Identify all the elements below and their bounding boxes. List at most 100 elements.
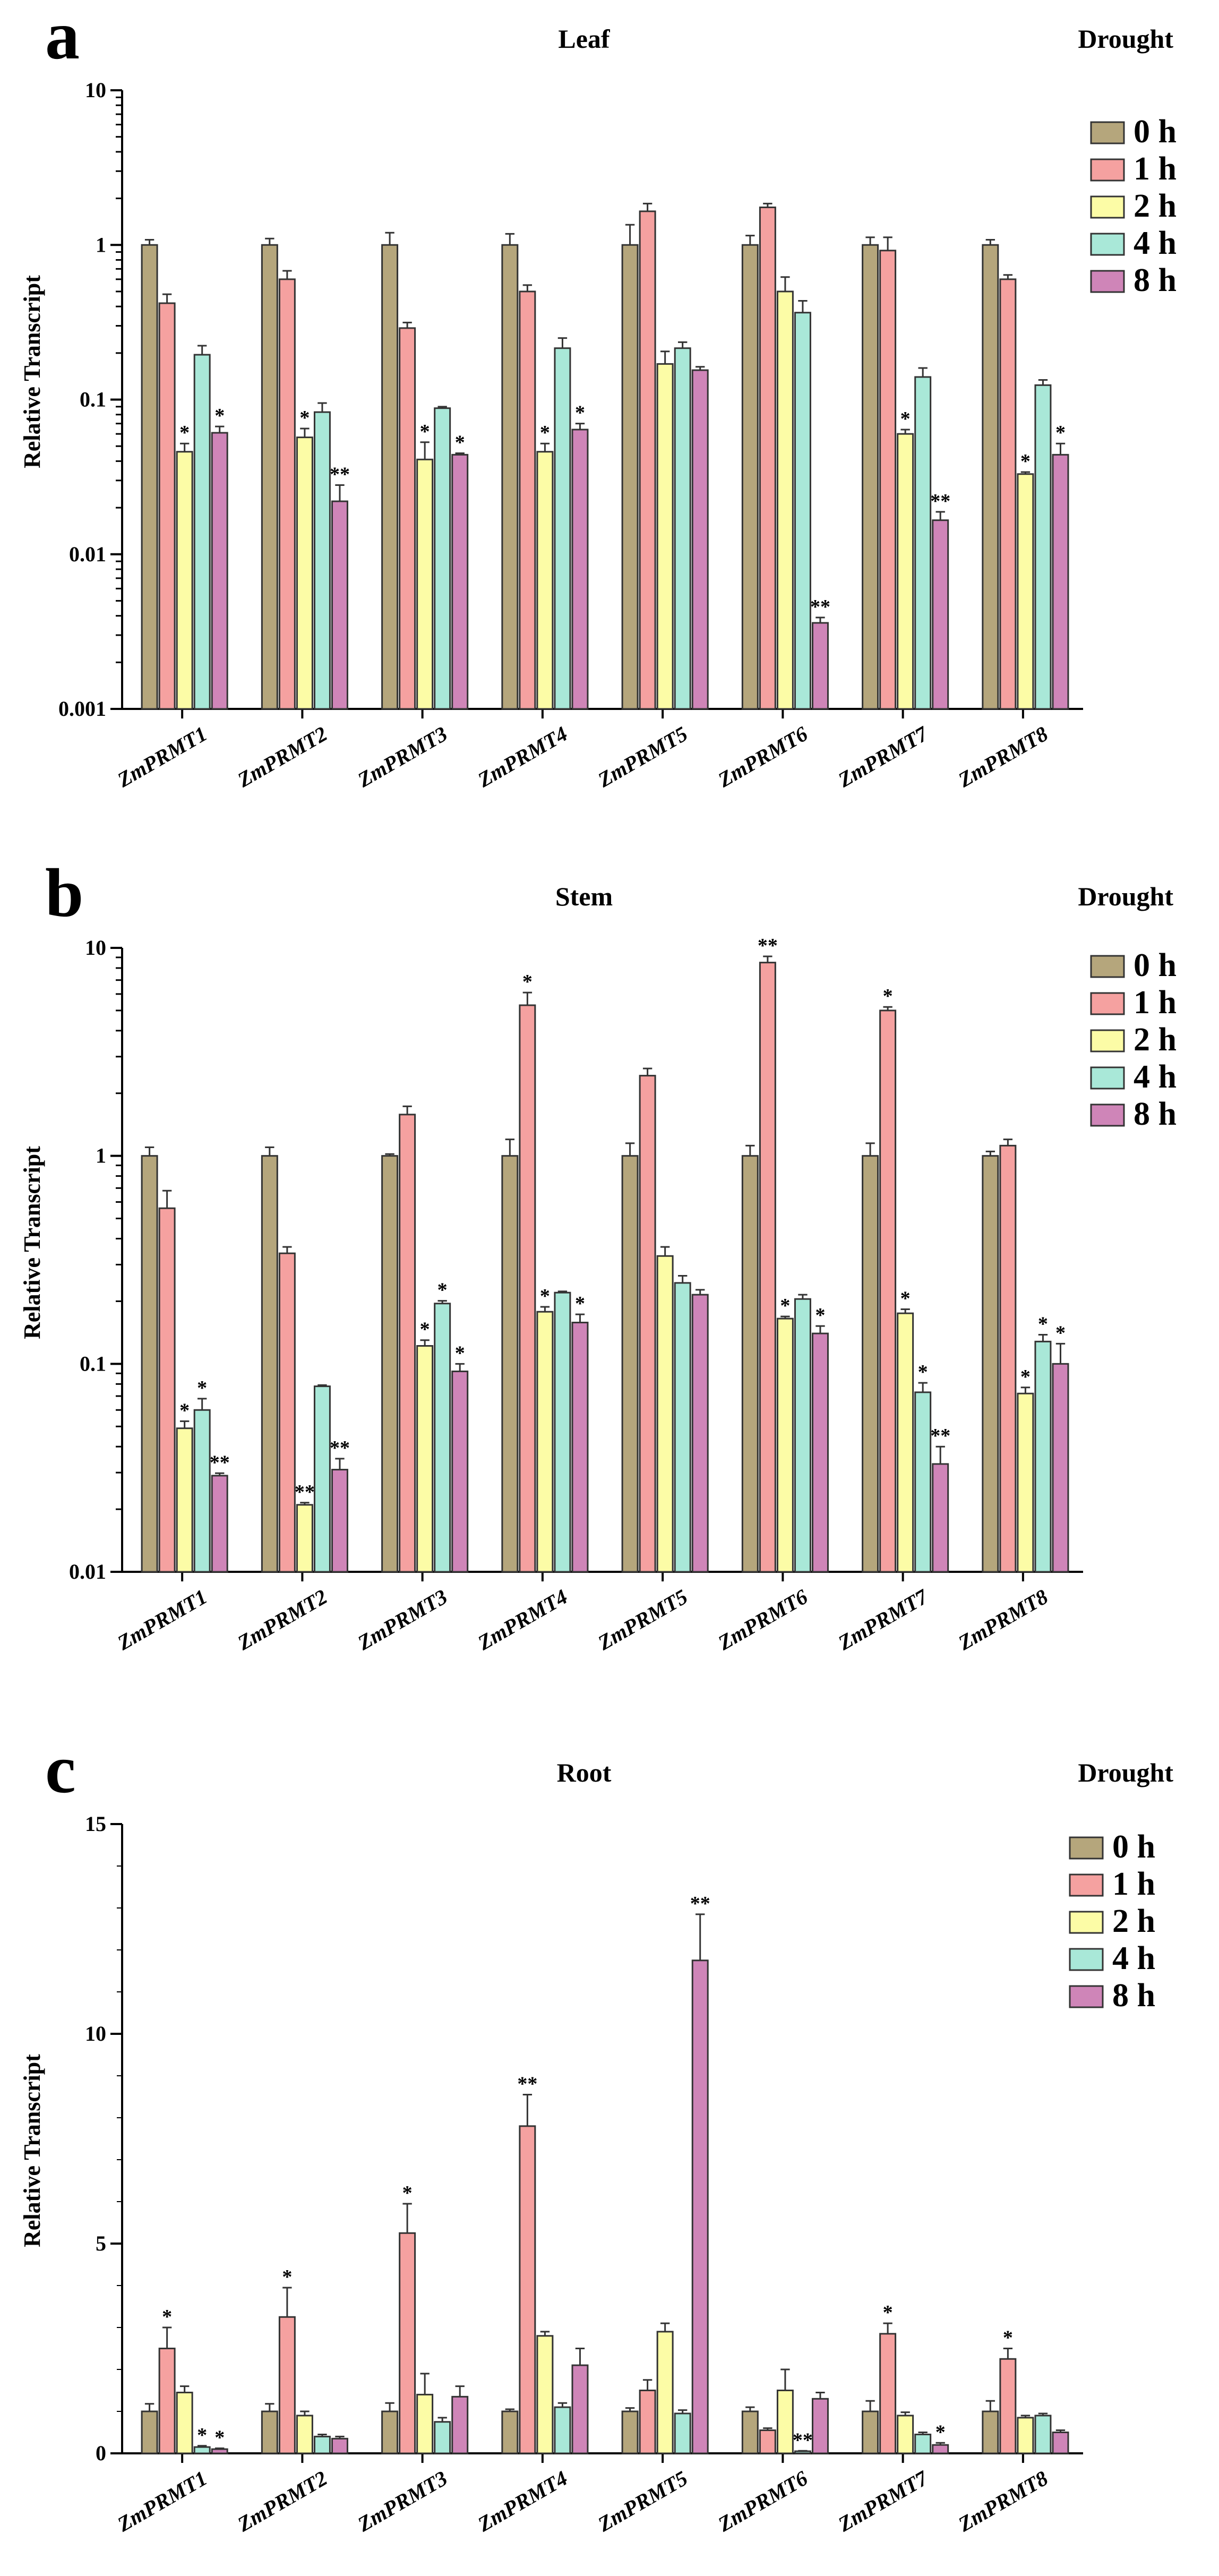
panel-b-bar-ZmPRMT1-4h — [193, 1409, 211, 1573]
panel-b-bar-ZmPRMT8-0h — [982, 1155, 999, 1573]
panel-c-bar-ZmPRMT3-2h — [416, 2393, 434, 2454]
panel-c-legend-label: 2 h — [1112, 1903, 1155, 1939]
panel-b-bar-ZmPRMT5-0h — [621, 1155, 639, 1573]
panel-b-bar-ZmPRMT4-4h — [554, 1291, 571, 1573]
panel-c-legend-swatch-1h — [1069, 1873, 1104, 1897]
panel-a-condition: Drought — [1078, 24, 1173, 54]
panel-b-bar-ZmPRMT3-0h — [381, 1155, 399, 1573]
panel-b-bar-ZmPRMT6-0h — [741, 1155, 759, 1573]
panel-c-bar-ZmPRMT6-2h — [776, 2390, 794, 2454]
panel-a-significance-label: * — [575, 402, 585, 424]
panel-c-significance-label: * — [214, 2427, 225, 2449]
panel-c-bar-ZmPRMT6-8h — [811, 2398, 829, 2454]
panel-a-legend-label: 4 h — [1134, 225, 1177, 261]
panel-c-significance-label: ** — [690, 1893, 710, 1915]
panel-c-significance-label: * — [282, 2266, 292, 2288]
panel-c-bar-ZmPRMT5-1h — [639, 2390, 656, 2454]
panel-b-significance-label: * — [1055, 1322, 1066, 1344]
panel-c-bar-ZmPRMT7-2h — [897, 2415, 914, 2454]
panel-a-bar-ZmPRMT2-0h — [261, 244, 278, 710]
panel-c-bar-ZmPRMT8-4h — [1034, 2415, 1052, 2454]
panel-a-significance-label: ** — [810, 596, 830, 618]
panel-a-significance-label: * — [1055, 422, 1066, 444]
panel-a-bar-ZmPRMT8-8h — [1052, 453, 1069, 710]
panel-b-bar-ZmPRMT2-4h — [313, 1385, 331, 1573]
panel-a-bar-ZmPRMT4-0h — [501, 244, 519, 710]
panel-b-bar-ZmPRMT2-8h — [331, 1469, 348, 1573]
panel-a-bar-ZmPRMT2-4h — [313, 411, 331, 710]
panel-a-bar-ZmPRMT7-0h — [862, 244, 879, 710]
panel-b-significance-label: * — [540, 1285, 550, 1307]
panel-b-legend-swatch-4h — [1090, 1066, 1125, 1090]
panel-c-legend-label: 4 h — [1112, 1940, 1155, 1976]
panel-c-bar-ZmPRMT3-8h — [451, 2395, 469, 2454]
panel-a-legend-swatch-1h — [1090, 158, 1125, 182]
panel-b-significance-label: * — [197, 1377, 207, 1399]
panel-c-bar-ZmPRMT7-1h — [879, 2333, 897, 2454]
panel-a-legend-label: 1 h — [1134, 151, 1177, 187]
panel-b-bar-ZmPRMT5-1h — [639, 1075, 656, 1573]
panel-b-bar-ZmPRMT6-2h — [776, 1317, 794, 1573]
panel-c-bar-ZmPRMT1-8h — [211, 2448, 228, 2454]
panel-c-bar-ZmPRMT1-1h — [158, 2348, 176, 2454]
panel-b-bar-ZmPRMT5-8h — [691, 1294, 709, 1573]
panel-c-bar-ZmPRMT4-2h — [536, 2335, 554, 2454]
panel-a-bar-ZmPRMT4-4h — [554, 347, 571, 710]
panel-b-legend-label: 8 h — [1134, 1096, 1177, 1132]
panel-a-bars: ** **** * ********* — [141, 202, 1069, 710]
panel-b-bar-ZmPRMT8-4h — [1034, 1340, 1052, 1573]
panel-c-bar-ZmPRMT4-4h — [554, 2406, 571, 2454]
panel-c-legend-swatch-2h — [1069, 1911, 1104, 1934]
panel-a-significance-label: * — [455, 432, 465, 454]
panel-a-legend-label: 0 h — [1134, 114, 1177, 150]
panel-b-significance-label: * — [179, 1399, 190, 1422]
panel-b-legend-swatch-1h — [1090, 992, 1125, 1015]
panel-a-y-tick-label: 0.001 — [58, 697, 106, 721]
panel-b-significance-label: * — [437, 1279, 448, 1302]
panel-c-bar-ZmPRMT4-1h — [519, 2125, 536, 2454]
panel-b-significance-label: * — [1020, 1366, 1031, 1388]
panel-b-bar-ZmPRMT3-2h — [416, 1345, 434, 1573]
panel-b-bar-ZmPRMT7-0h — [862, 1155, 879, 1573]
panel-b-bar-ZmPRMT6-8h — [811, 1332, 829, 1573]
panel-a-bar-ZmPRMT8-4h — [1034, 384, 1052, 710]
panel-b-significance-label: ** — [295, 1481, 315, 1503]
panel-a-significance-label: ** — [330, 464, 350, 486]
panel-b-bar-ZmPRMT1-8h — [211, 1475, 228, 1573]
panel-b-legend-swatch-2h — [1090, 1029, 1125, 1052]
panel-a-bar-ZmPRMT2-2h — [296, 437, 313, 710]
panel-a-bar-ZmPRMT6-8h — [811, 622, 829, 710]
panel-c-bar-ZmPRMT7-0h — [862, 2410, 879, 2454]
panel-a-bar-ZmPRMT3-1h — [399, 327, 416, 710]
panel-b-significance-label: ** — [210, 1451, 230, 1474]
panel-a-bar-ZmPRMT1-2h — [176, 451, 193, 710]
panel-c-bar-ZmPRMT8-2h — [1017, 2417, 1034, 2454]
panel-c-y-tick-label: 5 — [96, 2231, 106, 2255]
panel-b-bar-ZmPRMT1-1h — [158, 1207, 176, 1573]
panel-b-bar-ZmPRMT3-1h — [399, 1114, 416, 1573]
panel-b-bar-ZmPRMT7-1h — [879, 1009, 897, 1573]
panel-c-bar-ZmPRMT6-1h — [759, 2429, 776, 2454]
panel-b-legend-swatch-8h — [1090, 1103, 1125, 1127]
panel-a-significance-label: * — [900, 408, 911, 430]
panel-a-bar-ZmPRMT5-4h — [674, 347, 691, 710]
panel-b-bar-ZmPRMT4-1h — [519, 1004, 536, 1573]
panel-b-significance-label: * — [918, 1361, 928, 1383]
panel-c-bars: ** ************ — [141, 1893, 1069, 2454]
panel-c-bar-ZmPRMT2-4h — [313, 2435, 331, 2454]
panel-a-legend-swatch-0h — [1090, 121, 1125, 144]
panel-c-y-axis-label: Relative Transcript — [19, 2054, 45, 2247]
panel-a-title: Leaf — [558, 24, 611, 54]
panel-c-legend-swatch-4h — [1069, 1948, 1104, 1971]
panel-b-title: Stem — [555, 882, 613, 911]
panel-a-bar-ZmPRMT7-4h — [914, 376, 932, 710]
panel-a-bar-ZmPRMT7-1h — [879, 250, 897, 710]
panel-c-title: Root — [557, 1758, 612, 1787]
panel-c-bar-ZmPRMT5-2h — [656, 2331, 674, 2454]
panel-c-legend: 0 h1 h2 h4 h8 h — [1069, 1829, 1155, 2014]
panel-b-legend-label: 0 h — [1134, 947, 1177, 983]
panel-c-bar-ZmPRMT4-8h — [571, 2364, 589, 2454]
panel-b-bar-ZmPRMT4-2h — [536, 1311, 554, 1573]
panel-b-significance-label: * — [1038, 1313, 1048, 1336]
panel-a-bar-ZmPRMT7-8h — [932, 519, 949, 710]
